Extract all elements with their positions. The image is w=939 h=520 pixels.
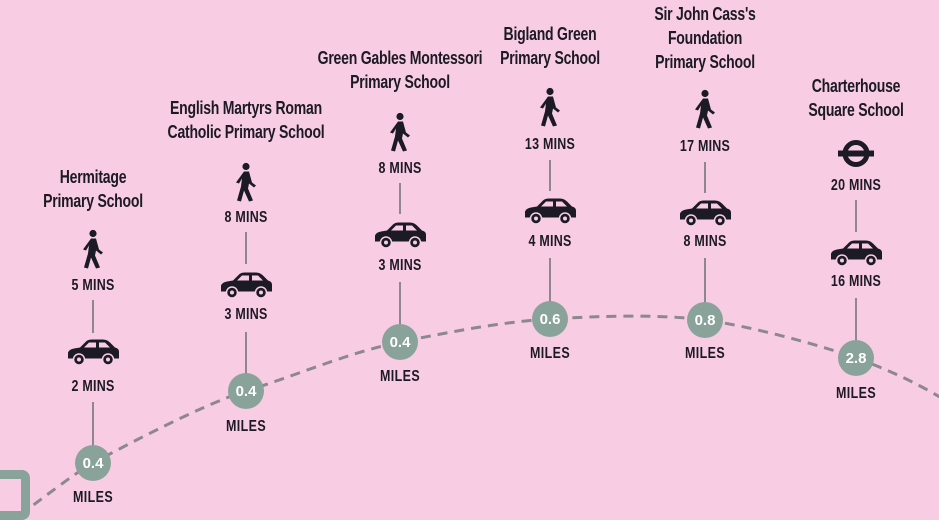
school-name-line: Primary School — [43, 191, 143, 211]
car-icon — [372, 222, 428, 255]
car-time: 4 MINS — [528, 233, 572, 250]
connector-line — [245, 232, 247, 264]
car-icon — [218, 272, 274, 305]
connector-line — [549, 258, 551, 302]
car-time: 3 MINS — [224, 306, 268, 323]
connector-line — [855, 200, 857, 232]
first-mode-time: 8 MINS — [378, 160, 422, 177]
car-time: 2 MINS — [71, 378, 115, 395]
car-time: 16 MINS — [830, 273, 882, 290]
school-name-line: Hermitage — [59, 167, 127, 187]
walk-icon — [539, 87, 561, 133]
car-time: 3 MINS — [378, 257, 422, 274]
first-mode-time: 17 MINS — [679, 138, 731, 155]
connector-line — [549, 160, 551, 191]
car-icon — [65, 339, 121, 372]
distance-circle: 0.6 — [532, 301, 568, 337]
school-name-line: Primary School — [350, 72, 450, 92]
distance-circle: 0.4 — [382, 324, 418, 360]
walk-icon — [235, 162, 257, 208]
school-name-line: English Martyrs Roman — [170, 98, 322, 118]
school-name-line: Square School — [808, 100, 904, 120]
connector-line — [704, 162, 706, 193]
distance-circle: 0.4 — [75, 445, 111, 481]
start-marker-icon — [0, 470, 30, 520]
school-name-line: Primary School — [655, 52, 755, 72]
school-name-line: Foundation — [667, 28, 743, 48]
walk-icon — [82, 229, 104, 275]
miles-label: MILES — [684, 345, 726, 362]
underground-icon — [837, 139, 875, 174]
connector-line — [92, 402, 94, 446]
miles-label: MILES — [835, 385, 877, 402]
miles-label: MILES — [225, 418, 267, 435]
distance-circle: 0.8 — [687, 302, 723, 338]
connector-line — [245, 332, 247, 374]
school-name-line: Primary School — [500, 48, 600, 68]
car-icon — [522, 198, 578, 231]
first-mode-time: 13 MINS — [524, 136, 576, 153]
walk-icon — [389, 112, 411, 158]
first-mode-time: 8 MINS — [224, 209, 268, 226]
miles-label: MILES — [72, 489, 114, 506]
distance-circle: 2.8 — [838, 340, 874, 376]
school-name-line: Bigland Green — [503, 24, 597, 44]
school-name-line: Charterhouse — [811, 76, 901, 96]
miles-label: MILES — [529, 345, 571, 362]
car-icon — [828, 240, 884, 273]
walk-icon — [694, 89, 716, 135]
first-mode-time: 5 MINS — [71, 277, 115, 294]
connector-line — [704, 258, 706, 303]
connector-line — [399, 282, 401, 325]
car-time: 8 MINS — [683, 233, 727, 250]
connector-line — [92, 300, 94, 333]
connector-line — [855, 298, 857, 341]
miles-label: MILES — [379, 368, 421, 385]
school-name-line: Catholic Primary School — [167, 122, 325, 142]
car-icon — [677, 200, 733, 233]
school-name-line: Sir John Cass's — [654, 4, 756, 24]
school-name-line: Green Gables Montessori — [317, 48, 483, 68]
connector-line — [399, 183, 401, 214]
first-mode-time: 20 MINS — [830, 177, 882, 194]
distance-circle: 0.4 — [228, 373, 264, 409]
